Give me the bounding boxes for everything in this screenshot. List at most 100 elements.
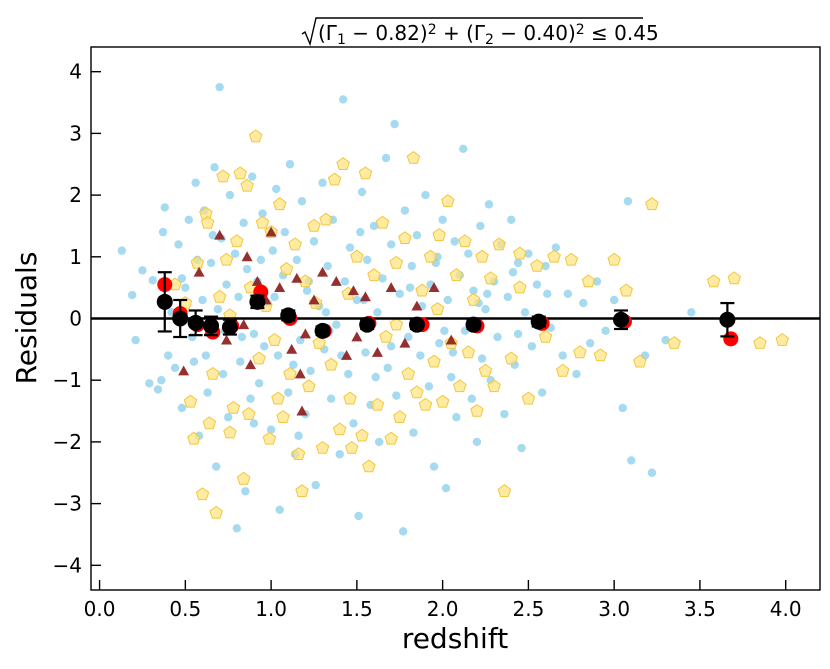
scatter-point-yellow — [406, 150, 421, 164]
scatter-point-blue — [145, 379, 154, 388]
scatter-point-blue — [230, 249, 240, 258]
scatter-point-yellow — [248, 129, 263, 143]
scatter-point-blue — [311, 480, 320, 490]
scatter-point-blue — [201, 351, 211, 360]
scatter-point-blue — [256, 255, 266, 265]
scatter-point-yellow — [350, 249, 364, 263]
scatter-point-blue — [395, 289, 404, 299]
scatter-point-blue — [450, 237, 459, 246]
x-tick-label: 3.0 — [598, 597, 630, 621]
scatter-point-blue — [148, 276, 157, 285]
scatter-point-blue — [374, 437, 384, 447]
scatter-point-yellow — [521, 391, 536, 405]
y-tick-label: −4 — [53, 553, 82, 577]
binned-mean-black — [187, 314, 204, 331]
scatter-point-triangle — [347, 285, 359, 296]
scatter-point-blue — [476, 221, 485, 231]
scatter-point-blue — [213, 305, 223, 314]
scatter-point-triangle — [251, 275, 263, 286]
scatter-point-blue — [284, 388, 293, 397]
scatter-point-yellow — [487, 379, 501, 393]
scatter-point-yellow — [727, 271, 741, 285]
scatter-point-blue — [357, 187, 367, 197]
scatter-point-blue — [623, 197, 633, 206]
scatter-point-triangle — [296, 405, 308, 416]
scatter-point-blue — [273, 351, 283, 360]
scatter-point-triangle — [265, 226, 277, 237]
scatter-point-blue — [234, 292, 243, 302]
scatter-point-triangle — [274, 282, 286, 293]
title-part: 2 — [428, 22, 437, 38]
scatter-point-blue — [627, 456, 636, 465]
scatter-point-blue — [416, 351, 425, 360]
scatter-point-blue — [513, 329, 523, 339]
points-layer — [117, 82, 789, 536]
scatter-point-yellow — [538, 329, 553, 343]
scatter-point-yellow — [423, 249, 438, 263]
scatter-point-yellow — [667, 336, 681, 349]
scatter-point-blue — [210, 163, 219, 172]
scatter-point-blue — [239, 218, 248, 228]
scatter-point-blue — [585, 338, 595, 348]
scatter-point-yellow — [461, 345, 476, 359]
scatter-point-yellow — [279, 261, 294, 275]
scatter-point-yellow — [393, 410, 407, 423]
scatter-point-blue — [508, 268, 518, 277]
scatter-point-yellow — [190, 255, 205, 269]
scatter-point-blue — [424, 382, 434, 391]
x-tick-label: 0.5 — [169, 597, 201, 621]
scatter-point-yellow — [619, 283, 633, 297]
scatter-point-yellow — [233, 166, 247, 180]
scatter-point-blue — [386, 240, 396, 249]
scatter-point-yellow — [230, 234, 244, 248]
scatter-point-blue — [203, 388, 212, 397]
scatter-point-blue — [332, 320, 341, 329]
x-tick-label: 2.0 — [427, 597, 459, 621]
scatter-point-triangle — [294, 368, 306, 379]
scatter-point-blue — [127, 290, 137, 300]
scatter-point-yellow — [389, 317, 404, 331]
scatter-point-yellow — [295, 484, 309, 497]
scatter-point-yellow — [581, 274, 596, 288]
x-tick-label: 3.5 — [684, 597, 716, 621]
scatter-point-blue — [340, 277, 350, 286]
scatter-point-yellow — [315, 440, 330, 454]
y-tick-label: −2 — [53, 430, 82, 454]
scatter-point-yellow — [267, 332, 282, 346]
scatter-point-blue — [513, 258, 523, 268]
scatter-point-blue — [131, 335, 140, 345]
scatter-point-blue — [254, 379, 264, 388]
scatter-point-yellow — [633, 354, 647, 368]
scatter-point-triangle — [238, 319, 250, 330]
scatter-point-yellow — [298, 274, 313, 288]
scatter-point-yellow — [343, 391, 357, 405]
scatter-point-yellow — [206, 366, 220, 380]
scatter-point-yellow — [504, 351, 518, 365]
scatter-point-blue — [520, 308, 530, 317]
binned-mean-black — [359, 316, 376, 333]
binned-mean-black — [530, 313, 547, 330]
scatter-point-blue — [275, 505, 284, 514]
x-tick-label: 1.0 — [255, 597, 287, 621]
scatter-point-yellow — [272, 197, 287, 211]
scatter-point-yellow — [478, 363, 493, 377]
scatter-point-blue — [687, 308, 696, 317]
scatter-point-blue — [294, 431, 303, 440]
scatter-point-yellow — [398, 231, 412, 244]
scatter-point-blue — [208, 230, 217, 240]
scatter-point-blue — [174, 240, 183, 249]
scatter-point-yellow — [418, 397, 433, 411]
scatter-point-blue — [484, 200, 494, 209]
scatter-point-triangle — [178, 365, 190, 376]
scatter-point-blue — [349, 419, 358, 428]
scatter-point-yellow — [573, 345, 587, 359]
scatter-point-yellow — [379, 329, 393, 343]
scatter-point-blue — [500, 409, 509, 419]
scatter-point-blue — [218, 369, 228, 379]
scatter-point-triangle — [399, 337, 411, 348]
scatter-point-yellow — [344, 440, 359, 454]
scatter-point-yellow — [355, 428, 369, 442]
scatter-point-blue — [225, 190, 235, 200]
scatter-point-blue — [517, 443, 526, 453]
scatter-point-yellow — [427, 354, 441, 368]
